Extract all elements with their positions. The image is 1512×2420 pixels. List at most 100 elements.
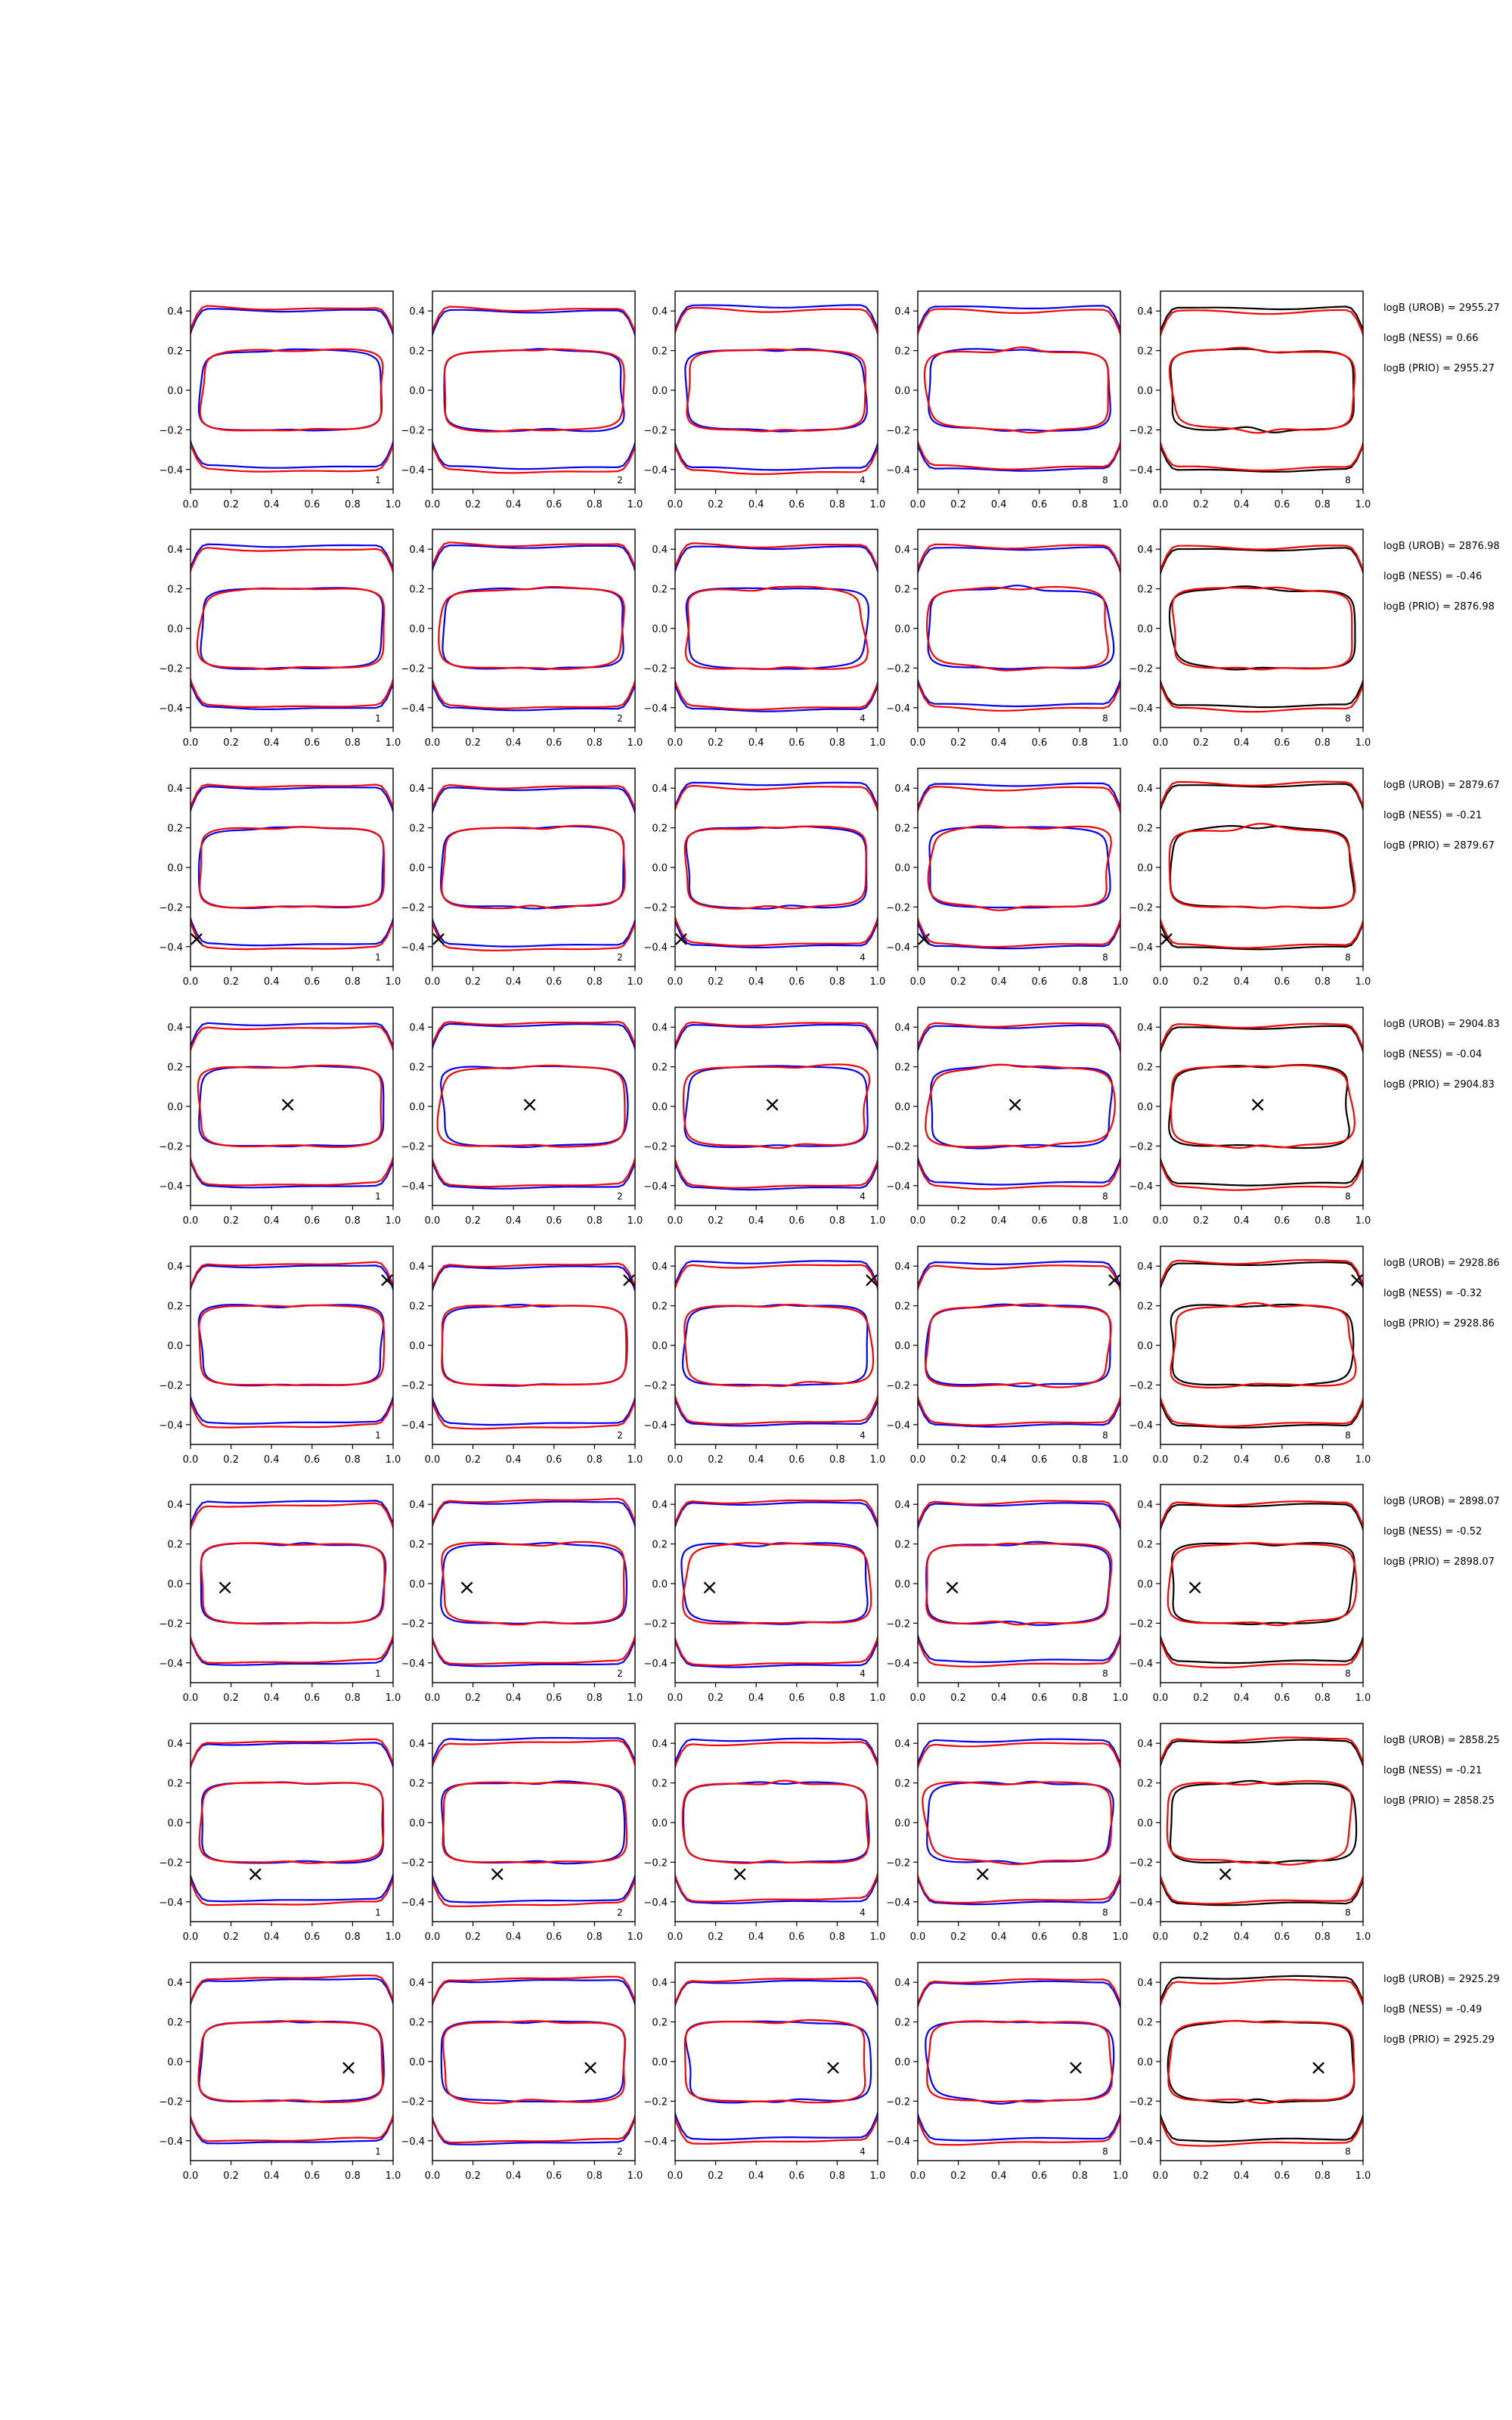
- panel-index-label: 4: [860, 713, 866, 724]
- target-marker: ×: [1157, 926, 1175, 951]
- target-marker: ×: [246, 1861, 264, 1886]
- x-tick-label: 0.4: [264, 1931, 280, 1943]
- panel-index-label: 4: [860, 1668, 866, 1679]
- target-marker: ×: [581, 2055, 599, 2080]
- y-tick-label: 0.2: [652, 1779, 668, 1790]
- panel-frame: [1160, 768, 1364, 967]
- panel-frame: [1160, 1962, 1364, 2161]
- panel-r7-c3: 0.0 0.2 0.4 0.6 0.8 1.0 0.4 0.2 0.0 −0.2 −0.4 4 ×: [643, 1723, 885, 1943]
- y-tick-label: 0.0: [652, 1341, 668, 1352]
- prior-contour-inner: [925, 1063, 1116, 1149]
- x-tick-label: 0.0: [910, 2170, 926, 2182]
- y-tick-label: −0.4: [1129, 2136, 1153, 2148]
- x-tick-label: 0.2: [708, 1454, 723, 1466]
- y-tick-label: −0.2: [401, 425, 425, 436]
- x-tick-label: 1.0: [386, 2170, 401, 2182]
- panel-frame: [432, 290, 636, 490]
- plot-area: [191, 305, 393, 473]
- x-tick-label: 0.0: [668, 1454, 683, 1466]
- y-tick-label: −0.4: [643, 942, 668, 954]
- panel-index-label: 1: [375, 1907, 381, 1918]
- x-tick-label: 0.8: [1072, 976, 1088, 988]
- prior-contour-bottom: [918, 1872, 1120, 1904]
- y-tick-label: −0.4: [401, 942, 425, 954]
- plot-area: [191, 783, 393, 951]
- y-tick-label: 0.0: [894, 1579, 910, 1590]
- x-tick-label: 0.8: [587, 1215, 603, 1227]
- panel-r7-c2: 0.0 0.2 0.4 0.6 0.8 1.0 0.4 0.2 0.0 −0.2 −0.4 2 ×: [401, 1723, 643, 1943]
- plot-area: [1160, 1022, 1363, 1191]
- y-tick-label: −0.4: [159, 1658, 183, 1670]
- y-tick-label: 0.4: [1137, 783, 1153, 795]
- y-tick-label: −0.4: [159, 1181, 183, 1193]
- y-tick-label: 0.2: [1137, 346, 1153, 358]
- prior-contour-inner: [925, 585, 1110, 672]
- x-tick-label: 0.0: [425, 737, 441, 749]
- x-tick-label: 0.2: [950, 1692, 966, 1704]
- y-tick-label: −0.4: [643, 1181, 668, 1193]
- x-tick-label: 0.4: [506, 1215, 522, 1227]
- x-tick-label: 0.6: [546, 737, 562, 749]
- log-bayes-label: logB (UROB) = 2955.27: [1383, 302, 1500, 314]
- x-tick-label: 1.0: [627, 1454, 643, 1466]
- row-6: 0.0 0.2 0.4 0.6 0.8 1.00.40.20.0−0.2−0.41×0.0…: [159, 1484, 1500, 1704]
- plot-area: [1160, 544, 1363, 713]
- x-tick-label: 0.6: [546, 1931, 562, 1943]
- uniform-contour-top: [191, 308, 393, 337]
- y-tick-label: −0.2: [159, 663, 183, 675]
- final-contour-top: [1160, 1739, 1363, 1769]
- prior-contour-top: [675, 1499, 878, 1527]
- x-tick-label: 0.6: [789, 1454, 804, 1466]
- x-tick-label: 0.0: [1153, 976, 1169, 988]
- target-marker: ×: [521, 1091, 538, 1116]
- prior-contour-inner: [927, 824, 1112, 911]
- prior-contour-inner: [441, 824, 626, 910]
- y-tick-label: 0.2: [409, 346, 425, 358]
- panel-r3-c2: 0.0 0.2 0.4 0.6 0.8 1.0 0.4 0.2 0.0 −0.2 −0.4 2 ×: [401, 768, 643, 988]
- y-tick-label: −0.4: [401, 1420, 425, 1432]
- prior-contour-bottom: [432, 1876, 635, 1907]
- x-tick-label: 0.8: [1072, 499, 1088, 510]
- y-tick-label: 0.2: [409, 824, 425, 835]
- target-marker: ×: [1006, 1091, 1024, 1116]
- x-tick-label: 0.4: [1234, 976, 1250, 988]
- panel-frame: [432, 1962, 636, 2161]
- y-tick-label: −0.4: [1129, 703, 1153, 715]
- x-tick-label: 0.4: [748, 1215, 764, 1227]
- x-tick-label: 1.0: [627, 1215, 643, 1227]
- x-tick-label: 0.6: [789, 1692, 804, 1704]
- x-tick-label: 0.4: [1234, 1931, 1250, 1943]
- plot-area: [432, 306, 635, 474]
- x-tick-label: 0.6: [1031, 737, 1047, 749]
- target-marker: ×: [1348, 1267, 1365, 1292]
- y-tick-label: −0.2: [643, 1857, 668, 1869]
- target-marker: ×: [279, 1091, 296, 1116]
- x-tick-label: 0.6: [546, 499, 562, 510]
- y-tick-label: 0.0: [1137, 1102, 1153, 1113]
- prior-contour-inner: [200, 1542, 386, 1625]
- panel-r1-c2: 0.0 0.2 0.4 0.6 0.8 1.0 0.4 0.2 0.0 −0.2 −0.4 2: [401, 290, 643, 510]
- uniform-contour-bottom: [432, 1395, 635, 1426]
- target-marker: ×: [458, 1575, 476, 1599]
- x-tick-label: 0.6: [304, 2170, 320, 2182]
- y-tick-label: 0.0: [167, 386, 183, 397]
- plot-area: [918, 1261, 1120, 1428]
- x-tick-label: 0.4: [991, 737, 1007, 749]
- final-contour-bottom: [1160, 2112, 1363, 2142]
- x-tick-label: 0.8: [829, 1692, 845, 1704]
- y-tick-label: 0.0: [652, 863, 668, 874]
- x-tick-label: 0.0: [668, 1931, 683, 1943]
- row-3: 0.0 0.2 0.4 0.6 0.8 1.00.40.20.0−0.2−0.41×0.0…: [159, 768, 1500, 988]
- row-4: 0.0 0.2 0.4 0.6 0.8 1.00.40.20.0−0.2−0.41×0.0…: [159, 1007, 1500, 1227]
- log-bayes-label: logB (NESS) = -0.21: [1383, 810, 1482, 821]
- y-tick-label: −0.4: [643, 1420, 668, 1432]
- y-tick-label: 0.4: [409, 783, 425, 795]
- uniform-contour-top: [432, 1022, 635, 1052]
- x-tick-label: 1.0: [627, 1692, 643, 1704]
- y-tick-label: 0.4: [894, 1739, 910, 1750]
- x-tick-label: 0.8: [587, 1692, 603, 1704]
- x-tick-label: 0.4: [991, 2170, 1007, 2182]
- uniform-contour-inner: [200, 587, 384, 670]
- panel-r1-c1: 0.0 0.2 0.4 0.6 0.8 1.0 0.4 0.2 0.0 −0.2 −0.4 1: [159, 290, 401, 510]
- y-tick-label: 0.0: [652, 1579, 668, 1590]
